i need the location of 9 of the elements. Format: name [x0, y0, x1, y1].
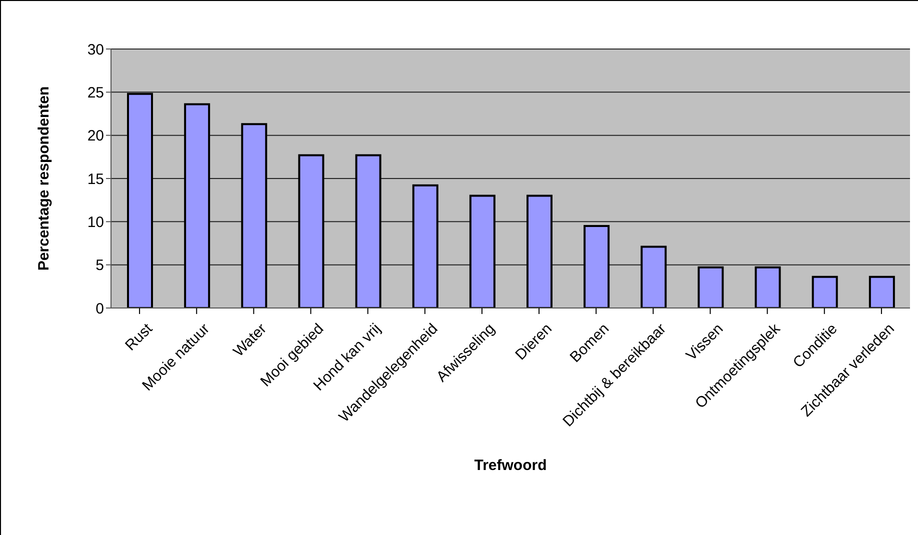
y-tick-label: 5 — [96, 257, 104, 274]
y-tick-label: 25 — [87, 84, 104, 102]
x-axis-title: Trefwoord — [474, 457, 547, 474]
y-tick-label: 10 — [87, 214, 104, 231]
y-tick-label: 0 — [96, 300, 104, 318]
y-axis-title: Percentage respondenten — [35, 86, 52, 271]
y-tick-label: 15 — [87, 170, 104, 188]
y-tick-label: 20 — [87, 128, 104, 145]
y-tick-label: 30 — [87, 41, 104, 58]
